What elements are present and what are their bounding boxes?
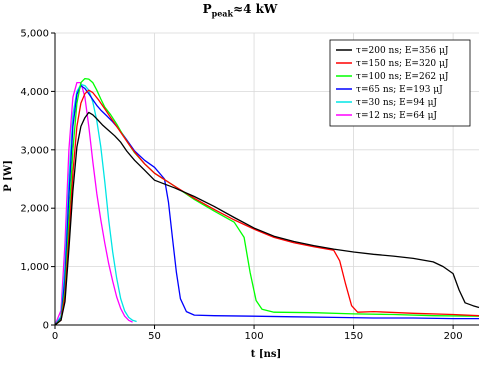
x-tick-label: 150 <box>344 331 363 342</box>
y-tick-label: 4,000 <box>20 87 49 98</box>
title-subscript: peak <box>211 8 234 19</box>
legend: τ=200 ns; E=356 μJ τ=150 ns; E=320 μJ τ=10… <box>329 39 471 127</box>
y-tick-label: 0 <box>43 321 49 332</box>
legend-label: τ=150 ns; E=320 μJ <box>356 59 449 69</box>
title-rest: ≈4 kW <box>233 2 278 16</box>
series-line <box>54 81 133 326</box>
y-tick-label: 3,000 <box>20 145 49 156</box>
legend-label: τ=30 ns; E=94 μJ <box>356 98 437 108</box>
x-tick-label: 200 <box>444 331 463 342</box>
legend-label: τ=100 ns; E=262 μJ <box>356 72 449 82</box>
axes <box>51 32 479 329</box>
series-line <box>54 83 137 326</box>
legend-box <box>329 39 471 127</box>
series-lines <box>54 77 480 326</box>
y-tick-label: 1,000 <box>20 262 49 273</box>
title-main: P <box>202 2 212 16</box>
tick-labels: 0 1,000 2,000 3,000 4,000 5,000 0 50 100 150 200 <box>20 29 462 343</box>
series-line <box>54 89 480 326</box>
legend-label: τ=65 ns; E=193 μJ <box>356 85 443 95</box>
legend-label: τ=12 ns; E=64 μJ <box>356 111 437 121</box>
chart-title: Ppeak≈4 kW <box>0 2 480 18</box>
x-tick-label: 100 <box>245 331 264 342</box>
legend-label: τ=200 ns; E=356 μJ <box>356 46 449 56</box>
x-tick-label: 0 <box>52 331 58 342</box>
x-axis-label: t [ns] <box>251 349 281 360</box>
y-axis-label: P [W] <box>3 160 14 192</box>
y-tick-label: 2,000 <box>20 204 49 215</box>
x-tick-label: 50 <box>148 331 161 342</box>
y-tick-label: 5,000 <box>20 29 49 40</box>
series-line <box>54 111 480 326</box>
